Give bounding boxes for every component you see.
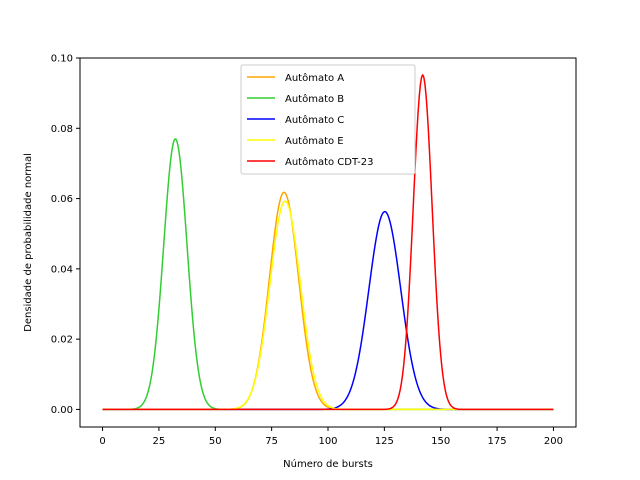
x-tick-label: 50 [209,436,222,447]
legend-entry-label: Autômato E [285,135,344,147]
legend-entry-label: Autômato A [285,72,344,84]
legend-entry-label: Autômato C [285,114,344,126]
y-tick-label: 0.02 [51,335,73,346]
y-tick-label: 0.00 [51,405,73,416]
y-axis-ticks: 0.00 0.02 0.04 0.06 0.08 0.10 [51,54,80,416]
x-tick-label: 150 [431,436,450,447]
y-tick-label: 0.06 [51,194,73,205]
series-line-aut-mato-cdt-23 [102,74,554,411]
x-tick-label: 175 [488,436,507,447]
legend: Autômato A Autômato B Autômato C Autômato E… [240,64,416,175]
y-tick-label: 0.08 [51,124,73,135]
x-tick-label: 75 [265,436,278,447]
y-tick-label: 0.04 [51,264,73,275]
plot-lines [102,74,554,411]
y-tick-label: 0.10 [51,54,73,65]
x-axis-label: Número de bursts [283,458,373,470]
legend-entry-label: Autômato B [285,93,344,105]
x-tick-label: 125 [375,436,394,447]
x-tick-label: 25 [153,436,166,447]
x-tick-label: 200 [544,436,563,447]
x-tick-label: 0 [99,436,105,447]
x-tick-label: 100 [318,436,337,447]
legend-box [240,64,416,175]
x-axis-ticks: 0 25 50 75 100 125 150 175 200 [99,427,563,447]
y-axis-label: Densidade de probabilidade normal [23,153,34,332]
legend-entry-label: Autômato CDT-23 [285,156,374,168]
